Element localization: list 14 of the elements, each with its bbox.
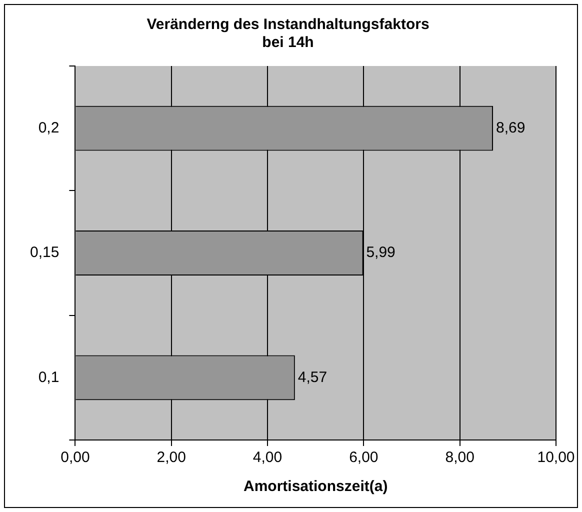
data-label: 4,57: [298, 368, 328, 386]
x-tick-label: 0,00: [60, 449, 90, 466]
data-label: 8,69: [496, 119, 526, 136]
x-axis-title: Amortisationszeit(a): [244, 478, 388, 496]
x-tick-label: 2,00: [156, 449, 186, 466]
x-tick-label: 6,00: [349, 449, 378, 466]
x-tick-label: 10,00: [537, 449, 575, 466]
y-tick-label: 0,1: [38, 368, 60, 386]
y-tick-label: 0,15: [30, 244, 60, 262]
x-tick-label: 8,00: [445, 449, 474, 466]
chart-title: Veränderng des Instandhaltungsfaktors bei 14h: [146, 16, 430, 52]
y-tick-label: 0,2: [38, 119, 60, 136]
x-tick-label: 4,00: [252, 449, 282, 466]
data-label: 5,99: [366, 244, 396, 262]
